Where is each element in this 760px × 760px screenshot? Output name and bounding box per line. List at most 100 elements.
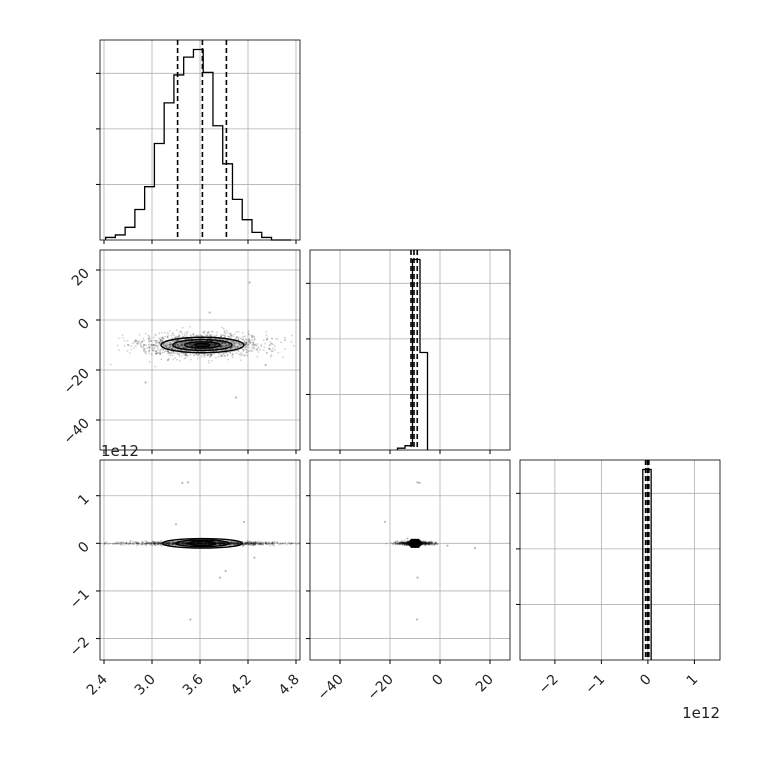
sample-point [233,342,236,345]
sample-point [399,542,402,545]
sample-point [243,543,246,546]
sample-point [406,541,409,544]
sample-point [205,344,207,346]
sample-point [185,542,188,545]
sample-point [161,339,164,342]
sample-point [424,544,427,547]
sample-point [250,339,252,342]
sample-point [421,543,424,546]
sample-point [243,542,245,545]
sample-point [253,541,255,544]
sample-point [227,343,230,345]
sample-point [235,337,238,339]
sample-point [224,332,227,335]
sample-point [259,543,262,546]
sample-point [196,354,199,357]
sample-point [201,542,204,545]
sample-point [428,541,431,544]
sample-point [148,542,150,544]
outlier-point [144,381,147,384]
sample-point [125,541,128,544]
sample-point [222,542,225,545]
sample-point [165,542,168,545]
sample-point [247,350,250,353]
sample-point [159,339,162,342]
sample-point [234,542,237,545]
sample-point [265,542,268,544]
sample-point [202,542,205,545]
sample-point [158,542,160,544]
sample-point [396,540,399,542]
sample-point [200,541,203,544]
sample-point [145,540,148,543]
sample-point [149,541,152,544]
sample-point [126,349,129,352]
sample-point [422,542,424,545]
sample-point [136,340,139,343]
sample-point [261,542,264,545]
sample-point [254,543,257,546]
sample-point [238,353,241,356]
sample-point [246,541,249,544]
sample-point [195,542,197,545]
sample-point [202,542,205,545]
sample-point [210,355,213,357]
sample-point [295,543,298,546]
sample-point [155,352,158,355]
sample-point [426,541,429,544]
histogram-bin [135,210,145,240]
sample-point [124,542,127,544]
sample-point [157,542,160,544]
sample-point [430,542,433,544]
sample-point [145,352,147,355]
sample-point [196,542,199,545]
sample-point [170,334,173,337]
sample-point [214,356,217,359]
x-tick-label: 3.6 [180,671,207,698]
sample-point [213,343,216,346]
sample-point [398,542,401,545]
sample-point [196,542,199,545]
sample-point [160,339,163,341]
sample-point [169,343,172,346]
sample-point [425,542,428,545]
sample-point [422,542,424,545]
sample-point [271,542,274,545]
sample-point [207,542,209,545]
sample-point [247,330,250,332]
sample-point [170,343,173,346]
sample-point [182,541,185,544]
outlier-point [181,481,184,484]
x-tick-label: −40 [315,672,347,704]
sample-point [215,340,218,343]
sample-point [204,542,207,545]
sample-point [429,541,431,544]
sample-point [190,344,193,347]
sample-point [196,357,199,360]
sample-point [148,340,151,343]
sample-point [159,353,162,356]
sample-point [143,542,145,545]
sample-point [207,353,209,356]
sample-point [194,542,197,545]
sample-point [427,541,430,544]
sample-point [138,333,141,336]
sample-point [424,542,427,545]
sample-point [192,343,195,346]
sample-point [243,543,245,546]
sample-point [225,542,227,545]
sample-point [167,351,170,354]
sample-point [403,542,406,545]
sample-point [405,540,408,543]
sample-point [143,347,146,350]
sample-point [142,345,145,348]
sample-point [152,542,155,544]
sample-point [248,544,251,546]
sample-point [186,335,188,338]
sample-point [225,344,228,347]
sample-point [182,541,185,544]
sample-point [244,542,247,544]
sample-point [157,541,160,544]
sample-point [187,543,189,545]
sample-point [244,344,246,347]
